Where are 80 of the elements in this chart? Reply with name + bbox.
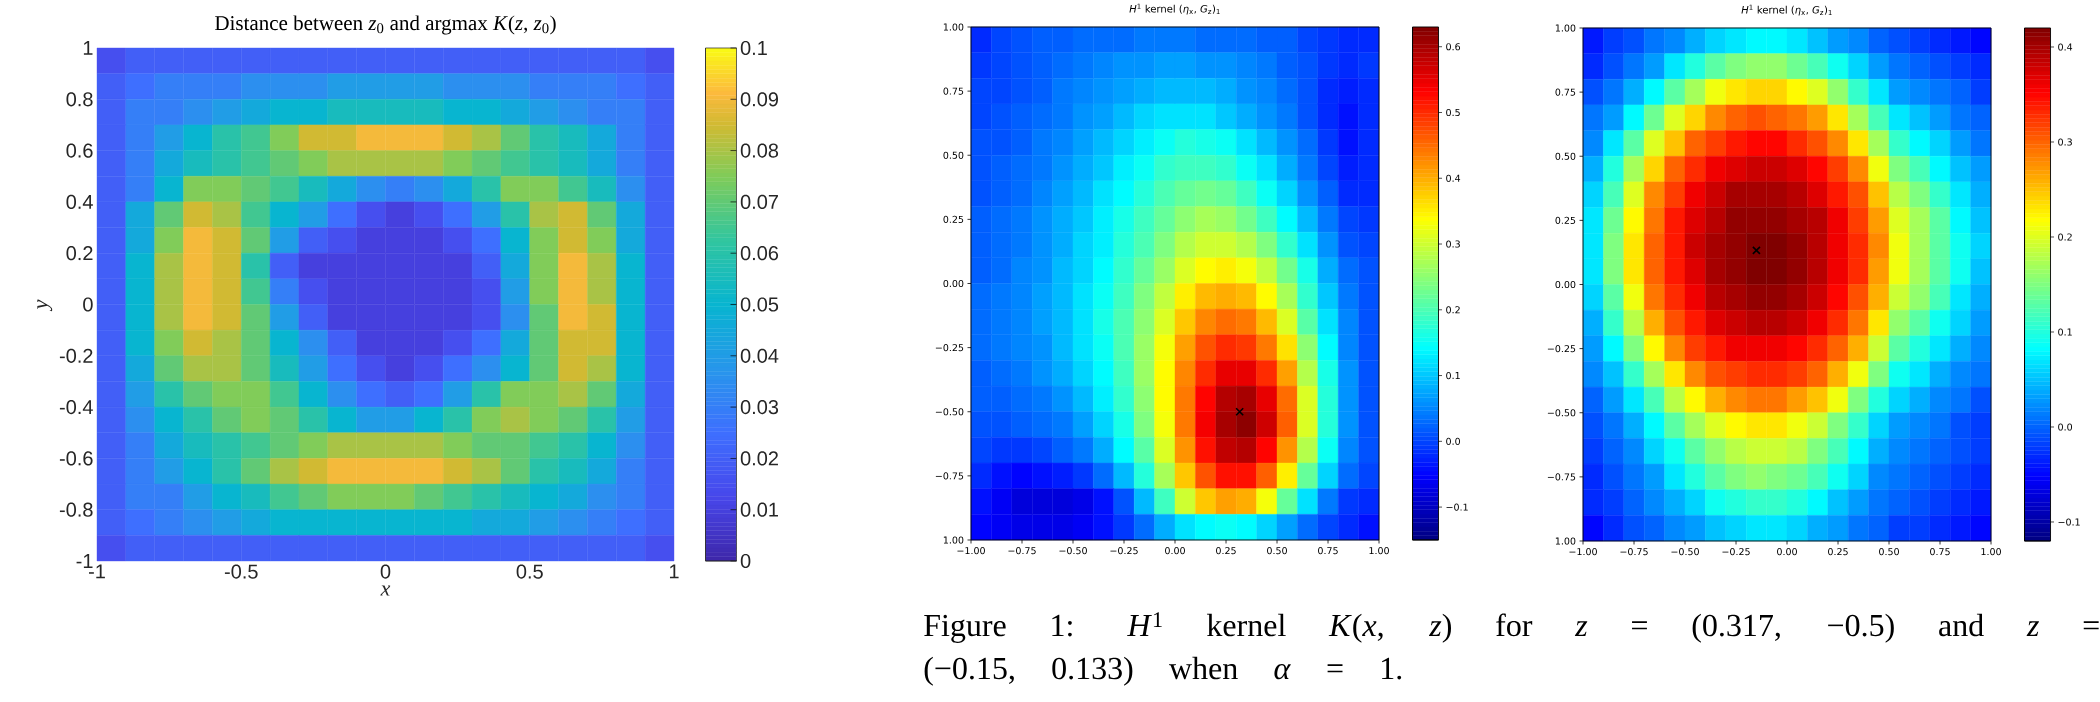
- color-bar-label: 0.06: [740, 246, 779, 261]
- text: Figure 1: H$^{1}$ kernel K(x, z) for z = (0.317, −0.5) and z = (−0.15, 0.133) when α = 1.: [924, 612, 2099, 686]
- y-tick-label: 0.75: [1555, 88, 1576, 96]
- y-tick-label: 0.00: [1555, 280, 1576, 289]
- color-bar-label: 0.2: [2058, 233, 2072, 241]
- y-tick-label: −0.50: [935, 408, 964, 416]
- x-tick-label: 0.00: [1777, 548, 1797, 556]
- color-bar-label: 0.3: [1446, 240, 1460, 248]
- y-tick-label: -0.8: [59, 502, 93, 517]
- y-tick-label: -0.6: [59, 451, 93, 466]
- y-tick-label: 1: [83, 41, 93, 55]
- y-tick-label: 1.00: [943, 23, 964, 31]
- color-bar-label: 0.3: [2058, 138, 2072, 146]
- color-bar-label: 0.6: [1446, 43, 1461, 51]
- x-tick-label: −0.75: [1008, 547, 1036, 555]
- y-tick-label: −0.75: [935, 472, 964, 480]
- color-bar-label: 0.0: [2058, 423, 2073, 431]
- x-tick-label: 0.25: [1828, 548, 1848, 556]
- color-bar-label: 0.5: [1446, 108, 1460, 117]
- color-bar-label: 0.08: [740, 143, 779, 158]
- y-tick-label: 0.50: [1555, 152, 1576, 160]
- y-tick-label: 0.25: [1555, 216, 1576, 224]
- y-tick-label: 1.00: [1555, 537, 1576, 545]
- x-tick-label: -0.5: [224, 564, 258, 579]
- color-bar-label: 0.1: [2058, 328, 2072, 336]
- y-tick-label: 0: [83, 297, 93, 312]
- y-tick-label: 0.50: [943, 151, 964, 159]
- x-tick-label: 0.25: [1216, 547, 1236, 555]
- x-tick-label: −0.25: [1110, 547, 1138, 555]
- x-axis-title: x: [380, 585, 391, 596]
- color-bar-label: −0.1: [1446, 503, 1468, 511]
- x-tick-label: −0.25: [1722, 548, 1750, 556]
- chart-title: H$^{1}$ kernel (η$_{x}$, G$_{z}$)$_{1}$: [1129, 3, 1220, 15]
- y-tick-label: 0.75: [943, 87, 964, 95]
- color-bar-label: 0.0: [1446, 437, 1461, 445]
- x-tick-label: 1.00: [1369, 547, 1389, 555]
- y-tick-label: −0.75: [1547, 473, 1576, 481]
- y-tick-label: 1.00: [943, 536, 964, 544]
- y-tick-label: −0.25: [935, 344, 964, 352]
- y-tick-label: 0.4: [66, 194, 93, 209]
- color-bar-label: 0.1: [740, 40, 767, 56]
- chart-title: Distance between z$_{0}$ and argmax K(z, z$_{0}$): [215, 15, 556, 35]
- y-tick-label: 0.6: [66, 143, 93, 158]
- x-tick-label: 0: [380, 564, 391, 579]
- color-bar-label: 0.03: [740, 400, 779, 415]
- color-bar-label: 0.05: [740, 297, 779, 312]
- color-bar-label: 0.09: [740, 92, 778, 107]
- y-tick-label: 0.00: [943, 279, 964, 288]
- x-tick-label: 0.50: [1267, 547, 1287, 555]
- x-tick-label: −0.50: [1671, 548, 1699, 556]
- color-bar-label: −0.1: [2058, 518, 2080, 526]
- y-tick-label: 0.2: [66, 246, 93, 261]
- color-bar-label: 0.01: [740, 502, 778, 517]
- x-tick-label: 0.75: [1930, 548, 1950, 556]
- y-tick-label: -0.4: [59, 400, 93, 415]
- x-tick-label: 1.00: [1981, 548, 2001, 556]
- y-axis-title: y: [37, 299, 53, 312]
- x-tick-label: 1: [669, 564, 679, 579]
- color-bar-label: 0.4: [1446, 174, 1461, 182]
- color-bar-label: 0.2: [1446, 306, 1460, 314]
- y-tick-label: 0.8: [66, 92, 93, 107]
- color-bar-label: 0.04: [740, 348, 779, 363]
- x-tick-label: −1.00: [957, 547, 985, 555]
- x-tick-label: 0.00: [1165, 547, 1185, 555]
- x-tick-label: 0.50: [1879, 548, 1899, 556]
- y-tick-label: 0.25: [943, 215, 964, 223]
- color-bar-label: 0.02: [740, 451, 778, 466]
- x-tick-label: −0.75: [1620, 548, 1648, 556]
- x-tick-label: −1.00: [1569, 548, 1597, 556]
- y-tick-label: −0.25: [1547, 345, 1576, 353]
- x-tick-label: 0.5: [516, 564, 543, 579]
- color-bar-label: 0.07: [740, 194, 778, 209]
- color-bar-label: 0.1: [1446, 371, 1460, 380]
- chart-title: H$^{1}$ kernel (η$_{x}$, G$_{z}$)$_{1}$: [1741, 4, 1832, 16]
- y-tick-label: −0.50: [1547, 409, 1576, 417]
- y-tick-label: 1.00: [1555, 24, 1576, 32]
- x-tick-label: 0.75: [1318, 547, 1338, 555]
- y-tick-label: -0.2: [59, 348, 93, 363]
- color-bar-label: 0.4: [2058, 43, 2073, 51]
- x-tick-label: −0.50: [1059, 547, 1087, 555]
